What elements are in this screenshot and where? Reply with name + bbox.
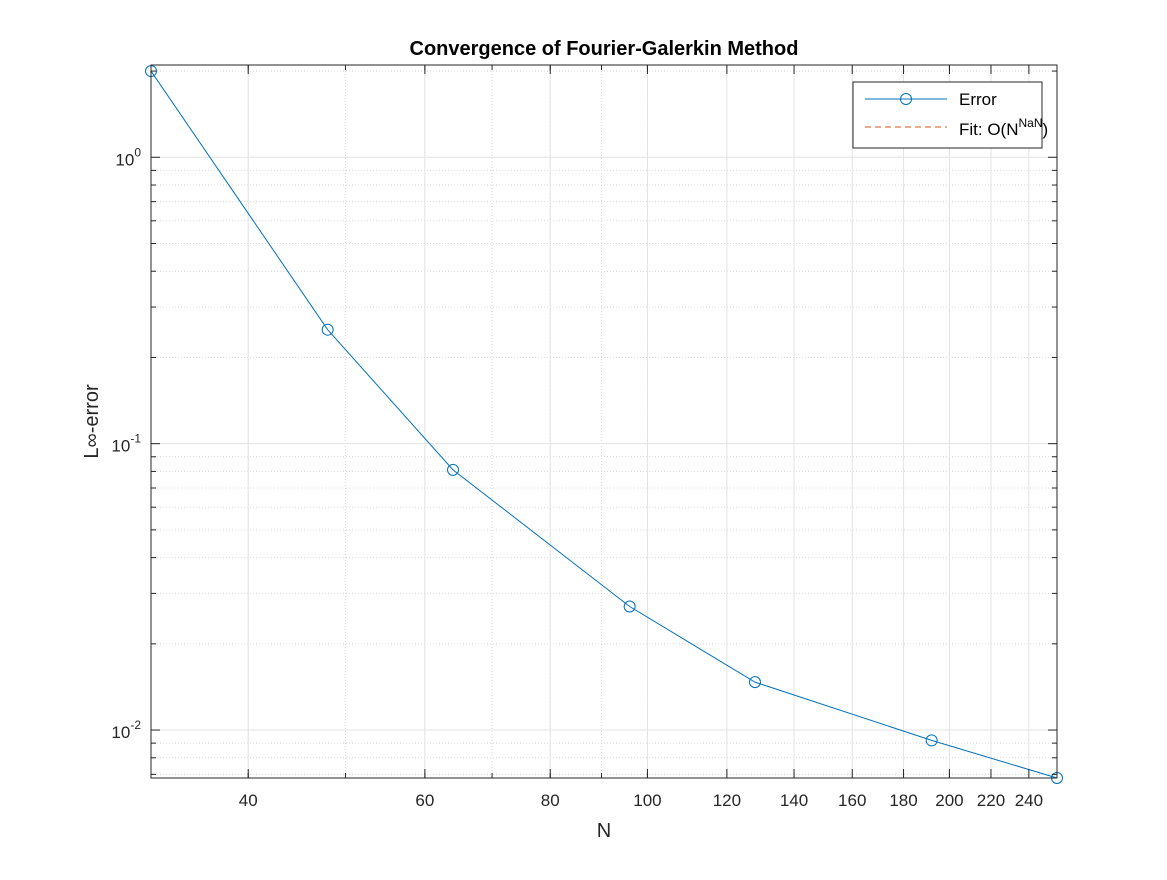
data-point-marker — [925, 734, 938, 747]
legend-fit-tail: ) — [1043, 120, 1049, 139]
legend: Error Fit: O(NNaN) — [852, 81, 1048, 149]
legend-entry-fit: Fit: O(NNaN) — [959, 116, 1048, 139]
y-tick-label-exponent: -1 — [130, 432, 141, 446]
x-tick-label: 180 — [889, 791, 917, 810]
y-tick-label: 10-2 — [111, 718, 141, 742]
tick-marks — [151, 65, 1057, 778]
x-tick-label: 120 — [713, 791, 741, 810]
legend-box — [852, 81, 1043, 149]
data-point-marker — [749, 676, 761, 689]
x-tick-label: 240 — [1015, 791, 1043, 810]
legend-entry-error: Error — [959, 90, 997, 109]
x-tick-label: 60 — [415, 791, 434, 810]
x-axis-label: N — [597, 820, 611, 842]
y-tick-label-base: 10 — [111, 437, 130, 456]
series-layer — [145, 65, 1063, 784]
series-line-0 — [150, 70, 1058, 779]
x-tick-label: 100 — [633, 791, 661, 810]
x-tick-label: 220 — [977, 791, 1005, 810]
y-tick-label: 10-1 — [111, 432, 141, 456]
y-tick-label: 100 — [115, 145, 141, 169]
data-point-marker — [623, 600, 636, 613]
legend-fit-main: Fit: O(N — [959, 120, 1019, 139]
axes-box — [150, 64, 1058, 779]
legend-fit-sup: NaN — [1019, 116, 1043, 130]
x-tick-label: 40 — [239, 791, 258, 810]
y-tick-label-base: 10 — [115, 150, 134, 169]
y-tick-label-exponent: 0 — [134, 145, 141, 159]
x-tick-label: 140 — [780, 791, 808, 810]
y-tick-label-exponent: -2 — [130, 718, 141, 732]
x-tick-label: 160 — [838, 791, 866, 810]
y-tick-label-base: 10 — [111, 723, 130, 742]
data-point-marker — [447, 463, 459, 476]
y-axis-label: L∞-error — [81, 384, 103, 459]
x-tick-label: 80 — [541, 791, 560, 810]
data-point-marker — [321, 323, 334, 336]
chart-title: Convergence of Fourier-Galerkin Method — [410, 38, 799, 60]
x-tick-labels: 40 60 80 100 120 140 160 180 200 220 240 — [239, 791, 1043, 810]
minor-grid — [151, 65, 1057, 778]
major-grid — [151, 65, 1057, 778]
x-tick-label: 200 — [935, 791, 963, 810]
legend-marker-error — [900, 93, 912, 105]
